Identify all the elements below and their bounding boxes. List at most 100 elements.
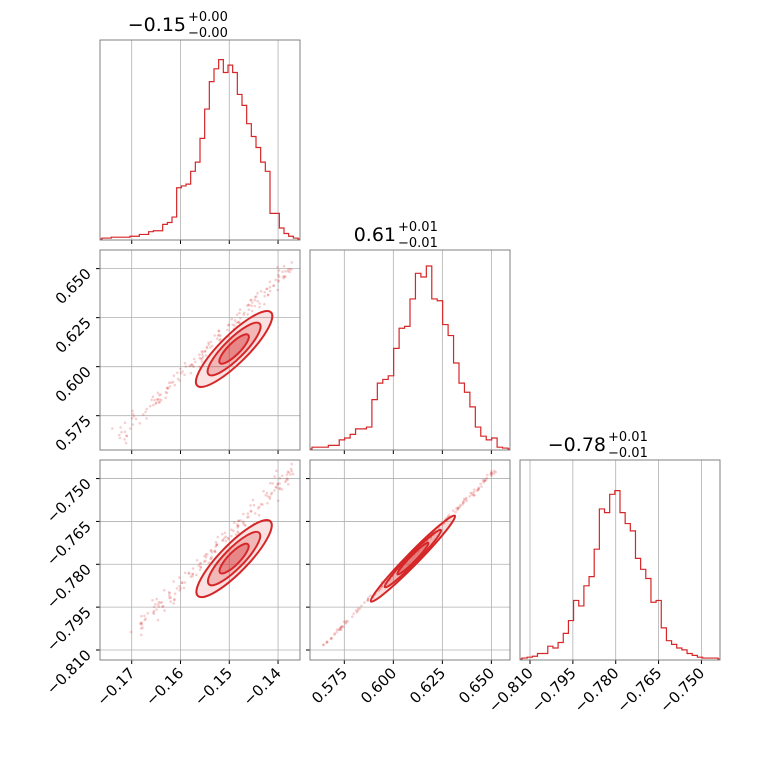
sample-point: [216, 334, 220, 337]
sample-point: [166, 387, 170, 390]
sample-point: [471, 493, 474, 497]
sample-point: [290, 469, 293, 473]
sample-point: [227, 323, 231, 327]
sample-point: [123, 438, 126, 441]
sample-point: [447, 513, 451, 517]
sample-point: [164, 396, 167, 400]
y-tick-label: −0.810: [43, 646, 95, 698]
sample-point: [203, 350, 207, 353]
sample-point: [213, 549, 216, 552]
sample-point: [144, 617, 147, 620]
sample-point: [226, 328, 229, 332]
sample-point: [366, 599, 370, 602]
sample-point: [456, 508, 459, 512]
sample-point: [166, 386, 169, 390]
scatter-contour-panel-0-2: [96, 459, 301, 664]
axes-frame: [99, 459, 301, 661]
sample-point: [218, 338, 221, 342]
sample-point: [203, 554, 206, 558]
sample-point: [246, 313, 249, 316]
sample-point: [215, 544, 218, 547]
sample-point: [452, 509, 455, 512]
sample-point: [243, 523, 246, 526]
sample-point: [480, 485, 483, 488]
sample-point: [111, 427, 114, 430]
y-tick-label: 0.625: [52, 314, 95, 357]
sample-point: [281, 270, 284, 274]
sample-point: [277, 279, 280, 282]
sample-point: [172, 580, 175, 583]
sample-point: [277, 273, 280, 277]
sample-point: [191, 575, 194, 578]
sample-point: [472, 493, 476, 497]
sample-point: [191, 572, 194, 576]
sample-point: [249, 509, 253, 513]
sample-point: [268, 280, 272, 284]
sample-point: [204, 553, 208, 556]
sample-point: [200, 350, 203, 353]
sample-point: [270, 492, 273, 496]
sample-point: [130, 417, 134, 420]
sample-point: [143, 618, 147, 622]
sample-point: [221, 538, 225, 542]
param-title-minus: −0.01: [608, 446, 648, 461]
sample-point: [379, 586, 383, 590]
sample-point: [280, 474, 284, 478]
sample-point: [210, 555, 213, 559]
sample-point: [157, 401, 161, 404]
sample-point: [178, 576, 181, 579]
sample-point: [322, 643, 325, 646]
contour-level-2: [218, 333, 250, 365]
x-tick-label: −0.17: [93, 664, 138, 709]
sample-point: [477, 487, 481, 491]
sample-point: [236, 530, 239, 533]
sample-point: [140, 633, 143, 637]
sample-point: [167, 591, 171, 594]
panel-content: [322, 469, 498, 647]
x-tick-label: −0.15: [191, 664, 236, 709]
sample-point: [469, 491, 472, 495]
y-tick-label: 0.600: [52, 363, 95, 406]
sample-point: [378, 588, 382, 591]
sample-point: [209, 548, 213, 552]
sample-point: [230, 317, 233, 321]
sample-point: [248, 303, 251, 307]
histogram-step-line: [520, 490, 720, 660]
sample-point: [189, 575, 193, 578]
sample-point: [144, 410, 147, 414]
sample-point: [476, 488, 480, 492]
sample-point: [139, 621, 143, 625]
sample-point: [195, 573, 198, 577]
sample-point: [217, 333, 221, 337]
sample-point: [173, 598, 176, 601]
sample-point: [457, 506, 460, 510]
sample-point: [139, 622, 142, 626]
sample-point: [254, 295, 257, 299]
sample-point: [275, 469, 278, 473]
sample-point: [204, 354, 208, 357]
sample-point: [339, 628, 343, 631]
sample-point: [223, 536, 226, 540]
sample-point: [181, 370, 184, 373]
sample-point: [172, 602, 175, 605]
sample-point: [187, 572, 191, 575]
sample-point: [251, 498, 255, 502]
sample-point: [489, 472, 493, 475]
sample-point: [457, 506, 460, 510]
sample-point: [335, 628, 339, 631]
sample-point: [156, 391, 160, 395]
sample-point: [124, 441, 128, 445]
sample-point: [468, 495, 472, 498]
sample-point: [205, 346, 209, 350]
sample-point: [338, 627, 342, 630]
sample-point: [163, 588, 166, 592]
sample-point: [233, 324, 236, 327]
sample-point: [158, 400, 161, 404]
sample-point: [276, 499, 280, 503]
param-title-median: 0.61: [354, 224, 396, 246]
sample-point: [242, 520, 245, 523]
sample-point: [250, 309, 254, 313]
sample-point: [214, 545, 217, 549]
sample-point: [252, 503, 256, 507]
sample-point: [344, 619, 348, 623]
